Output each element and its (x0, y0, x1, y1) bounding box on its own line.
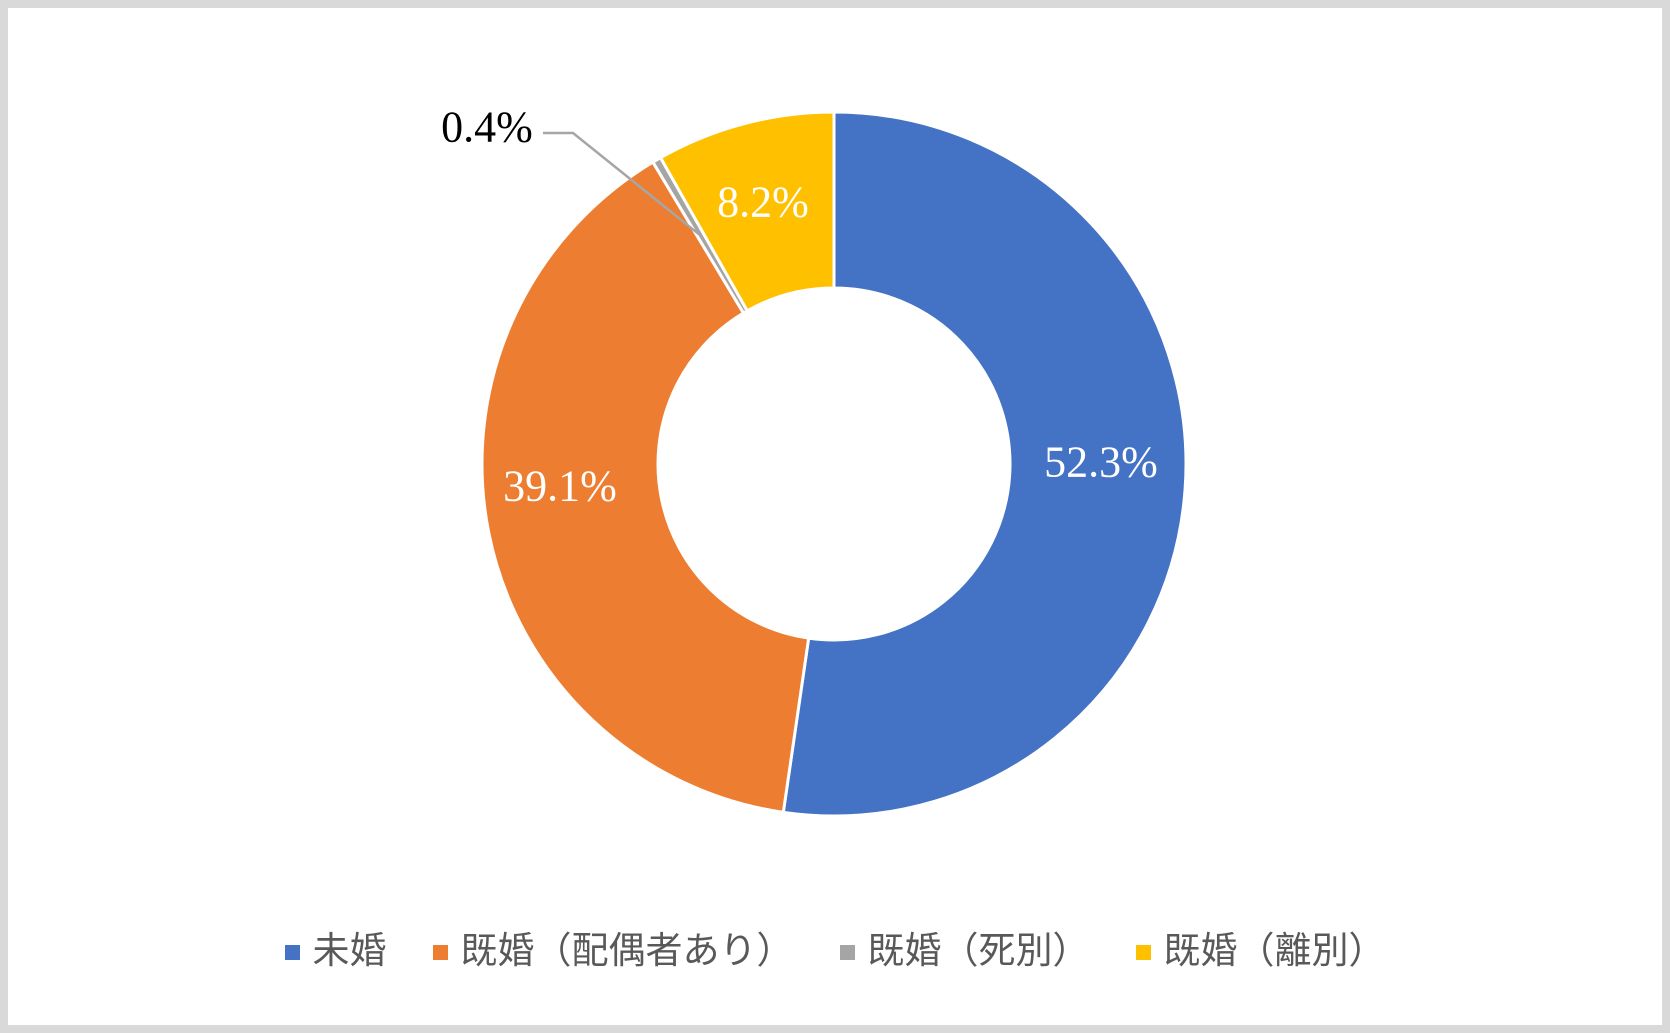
legend-item-unmarried: 未婚 (284, 928, 387, 976)
leader-line-slice-married-widowed (543, 131, 702, 237)
slice-unmarried (781, 110, 1188, 818)
legend-label-married-spouse: 既婚（配偶者あり） (460, 931, 794, 972)
data-label-slice-married-widowed: 0.4% (441, 103, 533, 152)
legend-label-married-divorced: 既婚（離別） (1163, 931, 1386, 972)
legend-item-married-divorced: 既婚（離別） (1135, 928, 1386, 976)
legend-swatch-married-widowed (839, 944, 855, 960)
legend-swatch-unmarried (284, 944, 300, 960)
legend-item-married-spouse: 既婚（配偶者あり） (432, 928, 794, 976)
legend-swatch-married-divorced (1135, 944, 1151, 960)
legend-label-unmarried: 未婚 (312, 931, 387, 972)
slice-married-divorced (658, 110, 836, 313)
data-label-slice-unmarried: 52.3% (1044, 438, 1158, 487)
data-label-slice-married-spouse: 39.1% (503, 462, 617, 511)
slice-married-spouse (480, 160, 811, 815)
legend-item-married-widowed: 既婚（死別） (839, 928, 1090, 976)
legend-label-married-widowed: 既婚（死別） (867, 931, 1090, 972)
legend-swatch-married-spouse (432, 944, 448, 960)
data-label-slice-married-divorced: 8.2% (717, 178, 809, 227)
chart-legend: 未婚 既婚（配偶者あり） 既婚（死別） 既婚（離別） (0, 928, 1670, 976)
